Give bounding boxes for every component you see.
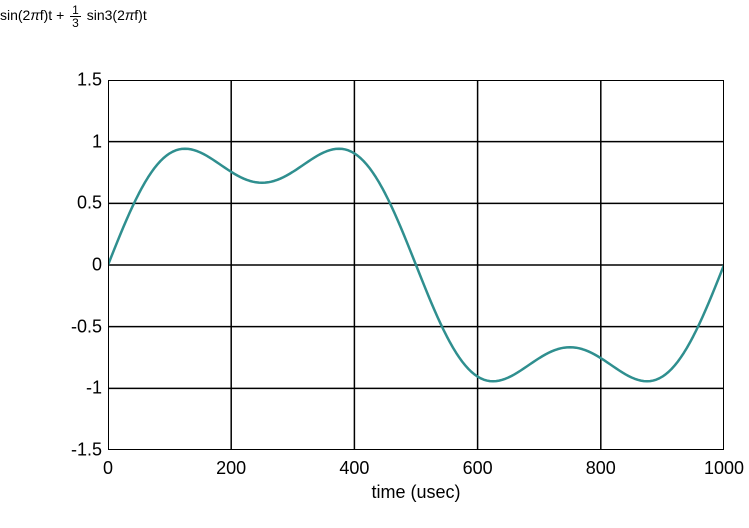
ytick-label: -0.5 (52, 316, 102, 337)
formula-frac-den: 3 (70, 17, 81, 29)
xtick-label: 800 (586, 458, 616, 479)
xtick-label: 0 (103, 458, 113, 479)
ytick-label: 0.5 (52, 193, 102, 214)
formula-seg3: sin3(2 (83, 7, 125, 23)
formula-pi2: π (125, 7, 134, 23)
formula-pi1: π (30, 7, 39, 23)
ytick-label: -1.5 (52, 440, 102, 461)
xtick-label: 1000 (704, 458, 744, 479)
formula-seg1: sin(2 (0, 7, 30, 23)
plot-area (108, 80, 724, 450)
x-axis-label: time (usec) (108, 482, 724, 503)
chart-container: -1.5-1-0.500.511.5 02004006008001000 tim… (48, 60, 728, 520)
xtick-label: 400 (339, 458, 369, 479)
xtick-label: 600 (463, 458, 493, 479)
formula-seg2: f)t + (40, 7, 68, 23)
ytick-label: 1 (52, 131, 102, 152)
plot-svg (108, 80, 724, 450)
ytick-label: 0 (52, 255, 102, 276)
formula-seg4: f)t (134, 7, 146, 23)
formula-fraction: 13 (70, 4, 81, 29)
formula-title: sin(2πf)t + 13 sin3(2πf)t (0, 4, 147, 29)
xtick-label: 200 (216, 458, 246, 479)
ytick-label: 1.5 (52, 70, 102, 91)
ytick-label: -1 (52, 378, 102, 399)
